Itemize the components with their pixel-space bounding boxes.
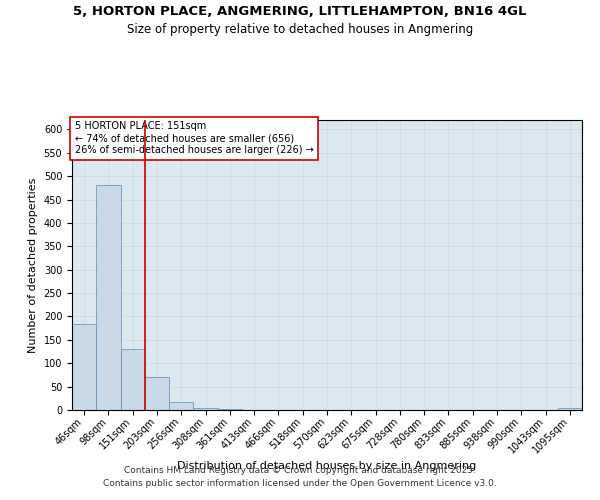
Text: Contains HM Land Registry data © Crown copyright and database right 2025.
Contai: Contains HM Land Registry data © Crown c… — [103, 466, 497, 487]
Y-axis label: Number of detached properties: Number of detached properties — [28, 178, 38, 352]
Text: 5 HORTON PLACE: 151sqm
← 74% of detached houses are smaller (656)
26% of semi-de: 5 HORTON PLACE: 151sqm ← 74% of detached… — [74, 122, 313, 154]
Bar — [558, 408, 582, 410]
Bar — [145, 378, 169, 410]
Bar — [218, 408, 242, 410]
Bar — [96, 185, 121, 410]
Bar — [121, 349, 145, 410]
Text: 5, HORTON PLACE, ANGMERING, LITTLEHAMPTON, BN16 4GL: 5, HORTON PLACE, ANGMERING, LITTLEHAMPTO… — [73, 5, 527, 18]
X-axis label: Distribution of detached houses by size in Angmering: Distribution of detached houses by size … — [178, 461, 476, 471]
Text: Size of property relative to detached houses in Angmering: Size of property relative to detached ho… — [127, 22, 473, 36]
Bar — [169, 402, 193, 410]
Bar — [72, 324, 96, 410]
Bar — [193, 408, 218, 410]
